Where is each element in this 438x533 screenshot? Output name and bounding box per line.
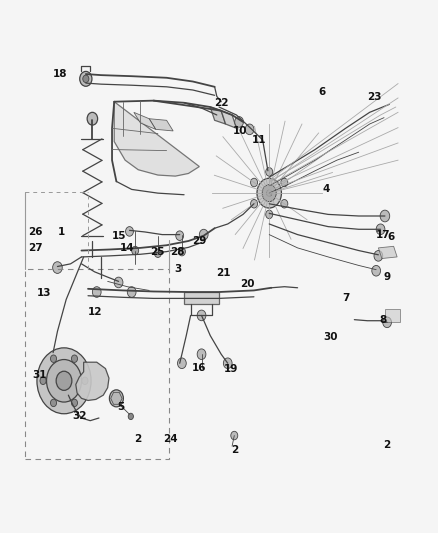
Text: 31: 31 xyxy=(33,370,47,381)
Polygon shape xyxy=(111,392,122,405)
Polygon shape xyxy=(76,362,109,400)
Circle shape xyxy=(267,190,272,196)
Text: 29: 29 xyxy=(192,236,207,246)
Polygon shape xyxy=(184,292,219,304)
Circle shape xyxy=(80,71,92,86)
Circle shape xyxy=(281,178,288,187)
Circle shape xyxy=(383,317,392,328)
Circle shape xyxy=(53,262,62,273)
Polygon shape xyxy=(210,107,226,124)
Circle shape xyxy=(199,229,208,240)
Circle shape xyxy=(178,247,185,256)
Circle shape xyxy=(71,399,78,407)
Text: 20: 20 xyxy=(240,279,254,288)
Text: 5: 5 xyxy=(117,402,124,413)
Text: 10: 10 xyxy=(233,126,247,136)
Circle shape xyxy=(50,399,57,407)
Text: 28: 28 xyxy=(170,247,185,256)
Text: 23: 23 xyxy=(367,92,381,102)
Text: 24: 24 xyxy=(163,434,177,445)
Circle shape xyxy=(231,431,238,440)
Circle shape xyxy=(380,210,390,222)
Text: 4: 4 xyxy=(322,184,330,195)
Polygon shape xyxy=(134,112,155,130)
Circle shape xyxy=(235,117,244,127)
Circle shape xyxy=(71,355,78,362)
Circle shape xyxy=(83,75,89,83)
Circle shape xyxy=(176,231,184,240)
Text: 7: 7 xyxy=(342,293,349,303)
Circle shape xyxy=(37,348,91,414)
Circle shape xyxy=(245,124,254,135)
Polygon shape xyxy=(378,246,397,259)
Circle shape xyxy=(197,310,206,321)
Circle shape xyxy=(223,358,232,368)
Circle shape xyxy=(127,287,136,297)
Text: 25: 25 xyxy=(151,247,165,256)
Circle shape xyxy=(114,277,123,288)
Text: 26: 26 xyxy=(28,227,43,237)
Polygon shape xyxy=(221,111,237,128)
Circle shape xyxy=(177,358,186,368)
Text: 8: 8 xyxy=(379,314,386,325)
Text: 1: 1 xyxy=(58,227,65,237)
Circle shape xyxy=(197,349,206,360)
Circle shape xyxy=(110,390,124,407)
Circle shape xyxy=(87,112,98,125)
Circle shape xyxy=(251,199,258,208)
Text: 14: 14 xyxy=(120,243,134,253)
Text: 27: 27 xyxy=(28,243,43,253)
Circle shape xyxy=(376,224,385,235)
Text: 19: 19 xyxy=(224,364,238,374)
Circle shape xyxy=(281,199,288,208)
Circle shape xyxy=(132,246,139,255)
Text: 18: 18 xyxy=(53,69,67,79)
Text: 15: 15 xyxy=(111,231,126,241)
Text: 17: 17 xyxy=(375,230,390,240)
Text: 30: 30 xyxy=(323,332,338,342)
Circle shape xyxy=(251,178,258,187)
Circle shape xyxy=(154,249,161,257)
Circle shape xyxy=(46,360,81,402)
Polygon shape xyxy=(114,102,199,176)
Circle shape xyxy=(92,287,101,297)
Circle shape xyxy=(257,178,282,208)
Text: 3: 3 xyxy=(174,264,181,274)
Circle shape xyxy=(50,355,57,362)
Circle shape xyxy=(40,377,46,384)
Polygon shape xyxy=(385,309,400,322)
Circle shape xyxy=(266,167,273,176)
Circle shape xyxy=(374,251,383,261)
Circle shape xyxy=(126,227,134,236)
Text: 9: 9 xyxy=(384,272,391,282)
Polygon shape xyxy=(149,119,173,131)
Text: 2: 2 xyxy=(384,440,391,450)
Circle shape xyxy=(128,413,134,419)
Text: 6: 6 xyxy=(318,87,325,97)
Text: 22: 22 xyxy=(214,98,229,108)
Text: 21: 21 xyxy=(216,268,231,278)
Text: 11: 11 xyxy=(252,135,266,145)
Circle shape xyxy=(56,371,72,390)
Circle shape xyxy=(262,184,276,201)
Text: 13: 13 xyxy=(37,288,52,298)
Text: 12: 12 xyxy=(87,306,102,317)
Text: 2: 2 xyxy=(231,445,238,455)
Circle shape xyxy=(266,210,273,219)
Text: 16: 16 xyxy=(192,362,207,373)
Circle shape xyxy=(82,377,88,384)
Text: 6: 6 xyxy=(388,232,395,243)
Text: 32: 32 xyxy=(72,411,87,422)
Text: 2: 2 xyxy=(134,434,142,445)
Circle shape xyxy=(372,265,381,276)
